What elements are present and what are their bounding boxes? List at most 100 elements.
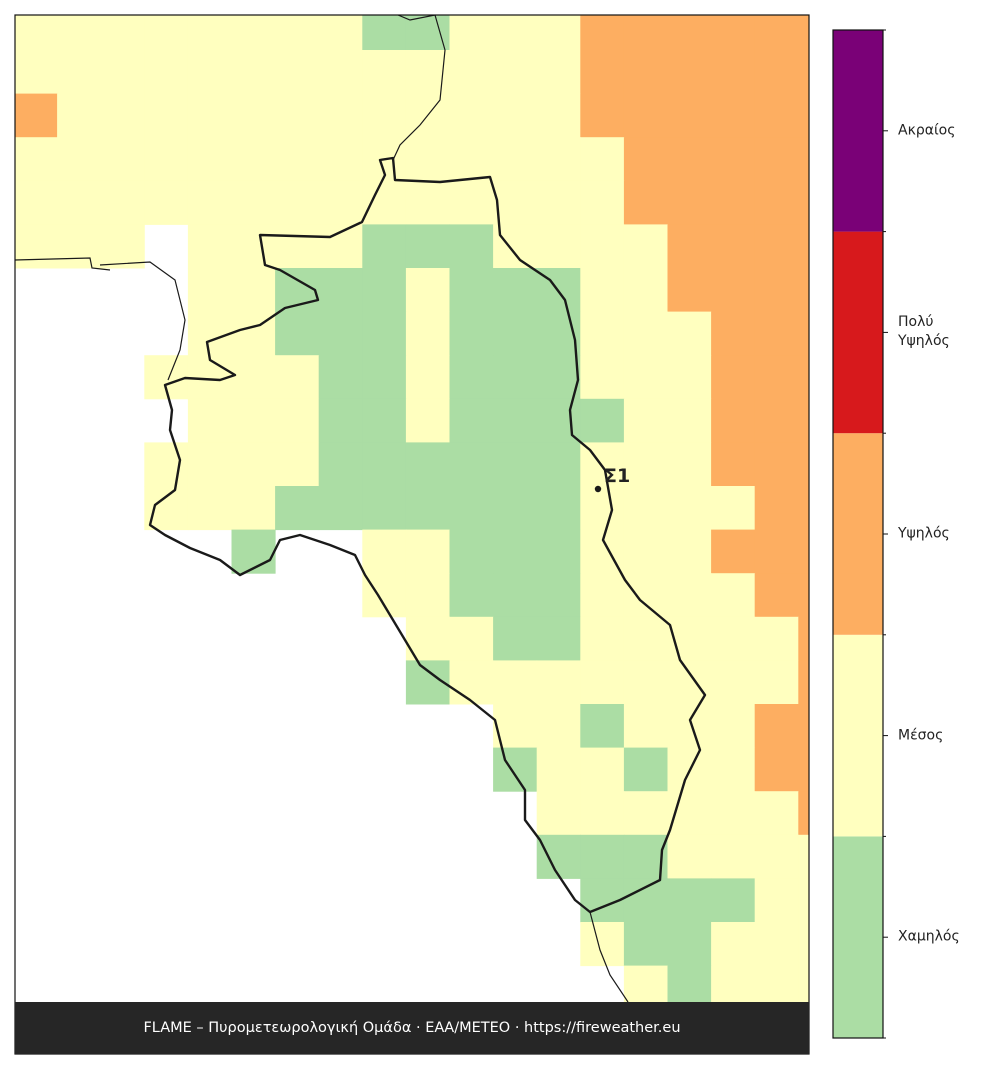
risk-cell: [405, 529, 450, 574]
risk-cell: [798, 15, 809, 51]
risk-cell: [711, 573, 756, 618]
risk-cell: [187, 486, 232, 531]
risk-cell: [15, 224, 58, 269]
risk-cell: [667, 398, 712, 443]
risk-cell: [57, 180, 102, 225]
risk-cell: [187, 93, 232, 138]
risk-cell: [231, 180, 276, 225]
risk-cell: [754, 355, 799, 400]
risk-cell: [754, 93, 799, 138]
risk-cell: [493, 50, 538, 95]
risk-cell: [754, 486, 799, 531]
risk-cell: [580, 704, 625, 749]
risk-cell: [231, 268, 276, 313]
colorbar-segment: [833, 836, 883, 1038]
risk-cell: [754, 529, 799, 574]
risk-cell: [667, 704, 712, 749]
risk-cell: [100, 15, 145, 51]
risk-cell: [231, 93, 276, 138]
risk-cell: [711, 529, 756, 574]
risk-cell: [144, 93, 189, 138]
risk-cell: [362, 442, 407, 487]
risk-cell: [798, 398, 809, 443]
risk-cell: [667, 15, 712, 51]
risk-cell: [144, 15, 189, 51]
risk-cell: [711, 398, 756, 443]
risk-cell: [623, 704, 668, 749]
risk-cell: [187, 15, 232, 51]
risk-cell: [754, 180, 799, 225]
risk-cell: [667, 529, 712, 574]
risk-cell: [798, 922, 809, 967]
risk-cell: [623, 398, 668, 443]
risk-cell: [711, 311, 756, 356]
risk-cell: [231, 486, 276, 531]
risk-cell: [754, 791, 799, 836]
risk-cell: [536, 15, 581, 51]
risk-cell: [711, 747, 756, 792]
risk-cell: [667, 93, 712, 138]
risk-cell: [623, 486, 668, 531]
risk-cell: [449, 180, 494, 225]
risk-cell: [754, 50, 799, 95]
risk-cell: [580, 93, 625, 138]
risk-cell: [57, 137, 102, 182]
risk-cell: [798, 878, 809, 923]
risk-cell: [798, 93, 809, 138]
risk-cell: [580, 573, 625, 618]
risk-cell: [580, 791, 625, 836]
risk-cell: [275, 50, 320, 95]
risk-cell: [536, 442, 581, 487]
risk-cell: [623, 180, 668, 225]
risk-cell: [536, 747, 581, 792]
colorbar-label: Πολύ Υψηλός: [898, 314, 950, 350]
risk-cell: [15, 137, 58, 182]
risk-cell: [580, 616, 625, 661]
risk-cell: [536, 529, 581, 574]
risk-cell: [798, 355, 809, 400]
risk-cell: [362, 15, 407, 51]
risk-cell: [362, 268, 407, 313]
risk-cell: [405, 442, 450, 487]
risk-cell: [754, 268, 799, 313]
risk-cell: [536, 791, 581, 836]
risk-cell: [144, 180, 189, 225]
colorbar-label: Μέσος: [898, 727, 944, 744]
risk-cell: [711, 791, 756, 836]
risk-cell: [493, 747, 538, 792]
risk-cell: [449, 311, 494, 356]
risk-cell: [623, 922, 668, 967]
risk-cell: [275, 224, 320, 269]
risk-cell: [580, 355, 625, 400]
colorbar-segment: [833, 30, 883, 232]
risk-cell: [318, 15, 363, 51]
colorbar-segment: [833, 634, 883, 837]
risk-cell: [754, 137, 799, 182]
risk-cell: [144, 50, 189, 95]
risk-cell: [493, 573, 538, 618]
risk-cell: [667, 224, 712, 269]
risk-cell: [623, 529, 668, 574]
risk-cell: [405, 355, 450, 400]
colorbar-segment: [833, 433, 883, 635]
risk-cell: [667, 50, 712, 95]
boundary-line: [392, 15, 446, 161]
risk-cell: [493, 15, 538, 51]
risk-cell: [187, 268, 232, 313]
risk-cell: [580, 747, 625, 792]
risk-cell: [362, 50, 407, 95]
risk-cell: [711, 616, 756, 661]
risk-cell: [493, 137, 538, 182]
boundary-line: [589, 911, 629, 1002]
risk-cell: [580, 50, 625, 95]
risk-cell: [667, 834, 712, 879]
risk-cell: [754, 573, 799, 618]
risk-cell: [493, 268, 538, 313]
risk-cell: [798, 311, 809, 356]
risk-cell: [754, 660, 799, 705]
risk-cell: [580, 442, 625, 487]
risk-cell: [623, 224, 668, 269]
risk-cell: [57, 93, 102, 138]
risk-cell: [798, 486, 809, 531]
